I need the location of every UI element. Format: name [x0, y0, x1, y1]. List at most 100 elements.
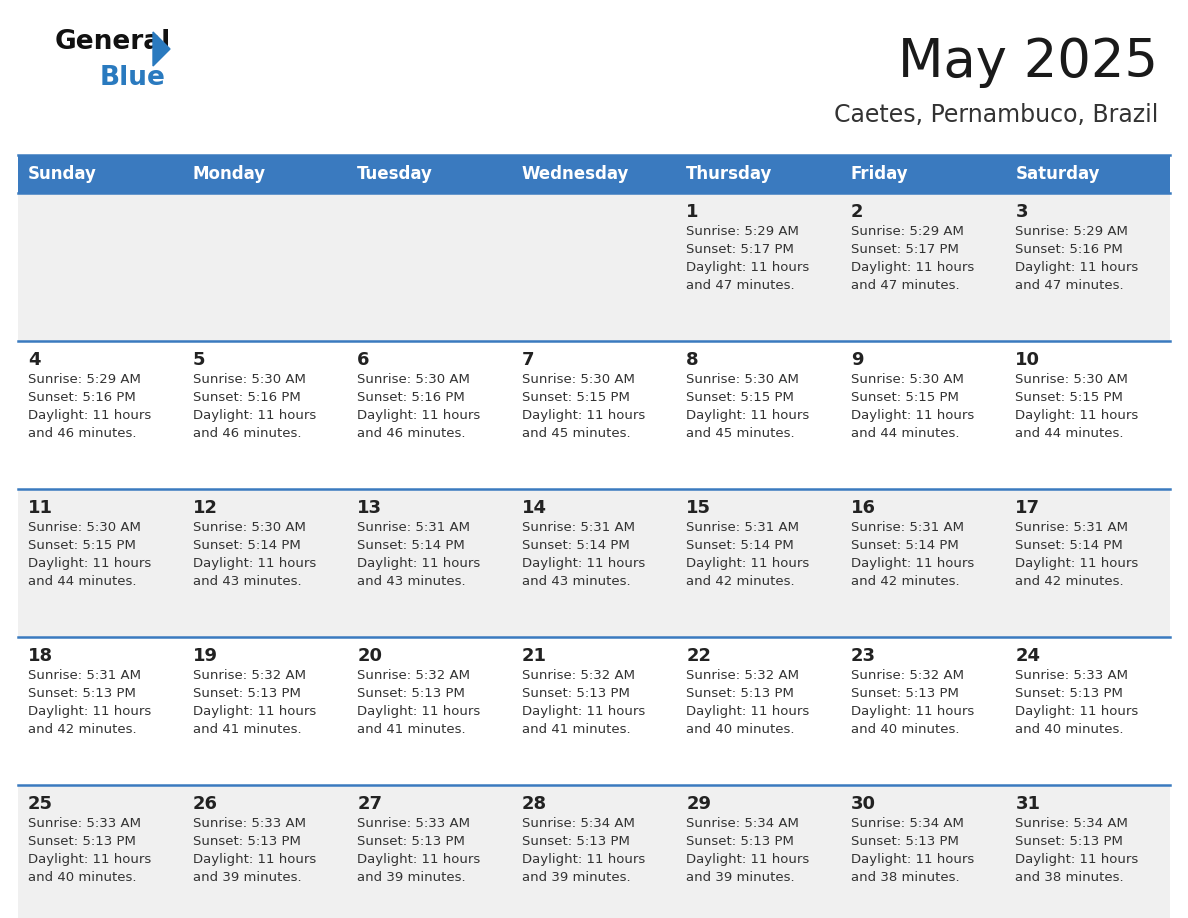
- Text: 8: 8: [687, 351, 699, 369]
- Bar: [676, 341, 841, 489]
- Text: Sunset: 5:15 PM: Sunset: 5:15 PM: [851, 391, 959, 404]
- Text: Sunrise: 5:31 AM: Sunrise: 5:31 AM: [851, 521, 963, 534]
- Text: and 41 minutes.: and 41 minutes.: [358, 723, 466, 736]
- Bar: [676, 637, 841, 785]
- Polygon shape: [153, 32, 170, 66]
- Text: Sunset: 5:13 PM: Sunset: 5:13 PM: [687, 835, 794, 848]
- Text: Sunset: 5:16 PM: Sunset: 5:16 PM: [1016, 243, 1123, 256]
- Text: Sunday: Sunday: [29, 165, 97, 183]
- Bar: [676, 155, 841, 193]
- Bar: [183, 155, 347, 193]
- Text: 27: 27: [358, 795, 383, 813]
- Text: Daylight: 11 hours: Daylight: 11 hours: [1016, 853, 1138, 866]
- Text: and 43 minutes.: and 43 minutes.: [192, 575, 302, 588]
- Text: 24: 24: [1016, 647, 1041, 665]
- Text: and 46 minutes.: and 46 minutes.: [358, 427, 466, 440]
- Text: Sunset: 5:15 PM: Sunset: 5:15 PM: [1016, 391, 1124, 404]
- Text: Sunset: 5:13 PM: Sunset: 5:13 PM: [851, 687, 959, 700]
- Text: 26: 26: [192, 795, 217, 813]
- Bar: [676, 193, 841, 341]
- Text: Sunrise: 5:34 AM: Sunrise: 5:34 AM: [851, 817, 963, 830]
- Text: 6: 6: [358, 351, 369, 369]
- Text: Daylight: 11 hours: Daylight: 11 hours: [522, 705, 645, 718]
- Text: Sunset: 5:14 PM: Sunset: 5:14 PM: [358, 539, 465, 552]
- Text: Daylight: 11 hours: Daylight: 11 hours: [522, 557, 645, 570]
- Bar: [841, 155, 1005, 193]
- Text: Sunset: 5:13 PM: Sunset: 5:13 PM: [358, 835, 465, 848]
- Text: Sunset: 5:17 PM: Sunset: 5:17 PM: [851, 243, 959, 256]
- Text: Daylight: 11 hours: Daylight: 11 hours: [358, 409, 480, 422]
- Text: Daylight: 11 hours: Daylight: 11 hours: [192, 705, 316, 718]
- Text: Sunrise: 5:31 AM: Sunrise: 5:31 AM: [687, 521, 800, 534]
- Text: Sunset: 5:13 PM: Sunset: 5:13 PM: [358, 687, 465, 700]
- Text: Sunrise: 5:33 AM: Sunrise: 5:33 AM: [358, 817, 470, 830]
- Bar: [183, 637, 347, 785]
- Text: Sunset: 5:14 PM: Sunset: 5:14 PM: [687, 539, 794, 552]
- Text: 28: 28: [522, 795, 546, 813]
- Text: Sunrise: 5:32 AM: Sunrise: 5:32 AM: [687, 669, 800, 682]
- Text: Sunset: 5:15 PM: Sunset: 5:15 PM: [687, 391, 794, 404]
- Text: Daylight: 11 hours: Daylight: 11 hours: [358, 853, 480, 866]
- Text: and 42 minutes.: and 42 minutes.: [1016, 575, 1124, 588]
- Text: Sunset: 5:15 PM: Sunset: 5:15 PM: [522, 391, 630, 404]
- Text: and 40 minutes.: and 40 minutes.: [687, 723, 795, 736]
- Text: 19: 19: [192, 647, 217, 665]
- Text: 25: 25: [29, 795, 53, 813]
- Text: and 47 minutes.: and 47 minutes.: [687, 279, 795, 292]
- Text: Daylight: 11 hours: Daylight: 11 hours: [29, 853, 151, 866]
- Text: Sunrise: 5:30 AM: Sunrise: 5:30 AM: [1016, 373, 1129, 386]
- Text: and 38 minutes.: and 38 minutes.: [851, 871, 960, 884]
- Bar: [841, 785, 1005, 918]
- Text: Daylight: 11 hours: Daylight: 11 hours: [192, 557, 316, 570]
- Text: Daylight: 11 hours: Daylight: 11 hours: [687, 557, 809, 570]
- Text: 15: 15: [687, 499, 712, 517]
- Text: Sunrise: 5:33 AM: Sunrise: 5:33 AM: [192, 817, 305, 830]
- Text: 14: 14: [522, 499, 546, 517]
- Text: Daylight: 11 hours: Daylight: 11 hours: [1016, 557, 1138, 570]
- Text: Sunset: 5:13 PM: Sunset: 5:13 PM: [522, 835, 630, 848]
- Text: Daylight: 11 hours: Daylight: 11 hours: [1016, 705, 1138, 718]
- Text: 20: 20: [358, 647, 383, 665]
- Text: Sunset: 5:13 PM: Sunset: 5:13 PM: [687, 687, 794, 700]
- Text: 17: 17: [1016, 499, 1041, 517]
- Text: Sunset: 5:13 PM: Sunset: 5:13 PM: [29, 835, 135, 848]
- Text: 13: 13: [358, 499, 383, 517]
- Text: and 39 minutes.: and 39 minutes.: [687, 871, 795, 884]
- Text: 21: 21: [522, 647, 546, 665]
- Text: Sunset: 5:17 PM: Sunset: 5:17 PM: [687, 243, 794, 256]
- Text: 7: 7: [522, 351, 535, 369]
- Text: 1: 1: [687, 203, 699, 221]
- Bar: [18, 489, 183, 637]
- Text: Daylight: 11 hours: Daylight: 11 hours: [687, 705, 809, 718]
- Text: and 38 minutes.: and 38 minutes.: [1016, 871, 1124, 884]
- Text: Sunset: 5:14 PM: Sunset: 5:14 PM: [851, 539, 959, 552]
- Text: and 45 minutes.: and 45 minutes.: [522, 427, 631, 440]
- Text: and 44 minutes.: and 44 minutes.: [1016, 427, 1124, 440]
- Text: Sunrise: 5:31 AM: Sunrise: 5:31 AM: [522, 521, 634, 534]
- Bar: [183, 785, 347, 918]
- Bar: [183, 341, 347, 489]
- Text: Sunrise: 5:30 AM: Sunrise: 5:30 AM: [192, 521, 305, 534]
- Text: May 2025: May 2025: [898, 36, 1158, 88]
- Text: Sunrise: 5:32 AM: Sunrise: 5:32 AM: [851, 669, 963, 682]
- Text: Blue: Blue: [100, 65, 166, 91]
- Text: and 41 minutes.: and 41 minutes.: [522, 723, 631, 736]
- Text: Sunset: 5:13 PM: Sunset: 5:13 PM: [851, 835, 959, 848]
- Text: Sunset: 5:13 PM: Sunset: 5:13 PM: [1016, 835, 1124, 848]
- Bar: [18, 785, 183, 918]
- Text: Sunrise: 5:29 AM: Sunrise: 5:29 AM: [851, 225, 963, 238]
- Text: Daylight: 11 hours: Daylight: 11 hours: [851, 409, 974, 422]
- Text: Daylight: 11 hours: Daylight: 11 hours: [1016, 261, 1138, 274]
- Text: and 46 minutes.: and 46 minutes.: [192, 427, 301, 440]
- Text: Daylight: 11 hours: Daylight: 11 hours: [522, 853, 645, 866]
- Text: Daylight: 11 hours: Daylight: 11 hours: [851, 557, 974, 570]
- Bar: [512, 193, 676, 341]
- Text: Sunrise: 5:34 AM: Sunrise: 5:34 AM: [1016, 817, 1129, 830]
- Text: 29: 29: [687, 795, 712, 813]
- Bar: [512, 155, 676, 193]
- Text: and 44 minutes.: and 44 minutes.: [851, 427, 960, 440]
- Text: Caetes, Pernambuco, Brazil: Caetes, Pernambuco, Brazil: [834, 103, 1158, 127]
- Text: 11: 11: [29, 499, 53, 517]
- Text: Daylight: 11 hours: Daylight: 11 hours: [851, 853, 974, 866]
- Text: Sunrise: 5:32 AM: Sunrise: 5:32 AM: [358, 669, 470, 682]
